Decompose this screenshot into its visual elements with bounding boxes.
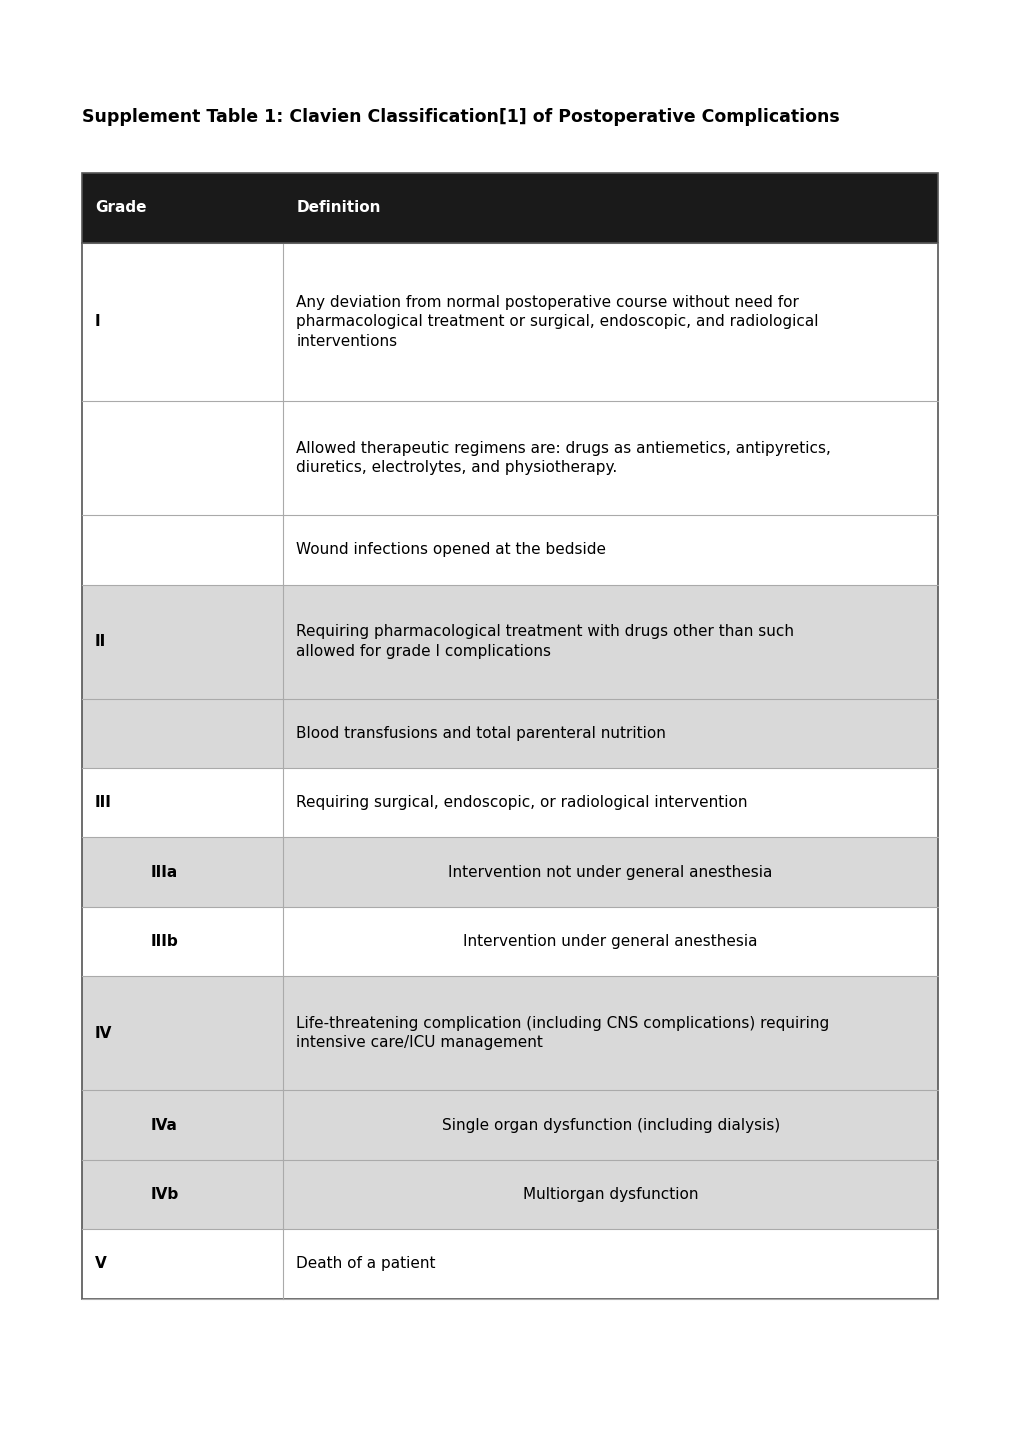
Text: IV: IV — [95, 1026, 112, 1040]
Text: Supplement Table 1: Clavien Classification[1] of Postoperative Complications: Supplement Table 1: Clavien Classificati… — [82, 108, 839, 126]
Bar — [82, 242, 937, 401]
Bar — [82, 698, 937, 768]
Bar — [82, 515, 937, 584]
Text: IVb: IVb — [151, 1188, 179, 1202]
Bar — [82, 906, 937, 977]
Bar — [82, 173, 937, 242]
Bar — [82, 837, 937, 906]
Text: Multiorgan dysfunction: Multiorgan dysfunction — [523, 1188, 698, 1202]
Text: Intervention under general anesthesia: Intervention under general anesthesia — [463, 934, 757, 949]
Text: Blood transfusions and total parenteral nutrition: Blood transfusions and total parenteral … — [296, 726, 665, 740]
Text: I: I — [95, 315, 101, 329]
Text: Requiring pharmacological treatment with drugs other than such
allowed for grade: Requiring pharmacological treatment with… — [296, 625, 794, 658]
Text: Allowed therapeutic regimens are: drugs as antiemetics, antipyretics,
diuretics,: Allowed therapeutic regimens are: drugs … — [296, 442, 830, 475]
Bar — [82, 1160, 937, 1229]
Text: Life-threatening complication (including CNS complications) requiring
intensive : Life-threatening complication (including… — [296, 1016, 828, 1051]
Text: IIIb: IIIb — [151, 934, 178, 949]
Text: III: III — [95, 795, 112, 810]
Text: Wound infections opened at the bedside: Wound infections opened at the bedside — [296, 543, 605, 557]
Text: Any deviation from normal postoperative course without need for
pharmacological : Any deviation from normal postoperative … — [296, 296, 818, 349]
Text: IVa: IVa — [151, 1117, 177, 1133]
Bar — [82, 768, 937, 837]
Text: IIIa: IIIa — [151, 864, 178, 880]
Bar — [82, 1091, 937, 1160]
Bar — [82, 1229, 937, 1299]
Bar — [82, 173, 937, 1299]
Text: Definition: Definition — [296, 201, 380, 215]
Text: Death of a patient: Death of a patient — [296, 1257, 435, 1271]
Bar — [82, 401, 937, 515]
Bar — [82, 977, 937, 1091]
Text: Intervention not under general anesthesia: Intervention not under general anesthesi… — [448, 864, 772, 880]
Text: Grade: Grade — [95, 201, 146, 215]
Text: Requiring surgical, endoscopic, or radiological intervention: Requiring surgical, endoscopic, or radio… — [296, 795, 747, 810]
Bar — [82, 584, 937, 698]
Text: Single organ dysfunction (including dialysis): Single organ dysfunction (including dial… — [441, 1117, 780, 1133]
Text: V: V — [95, 1257, 107, 1271]
Text: II: II — [95, 633, 106, 649]
